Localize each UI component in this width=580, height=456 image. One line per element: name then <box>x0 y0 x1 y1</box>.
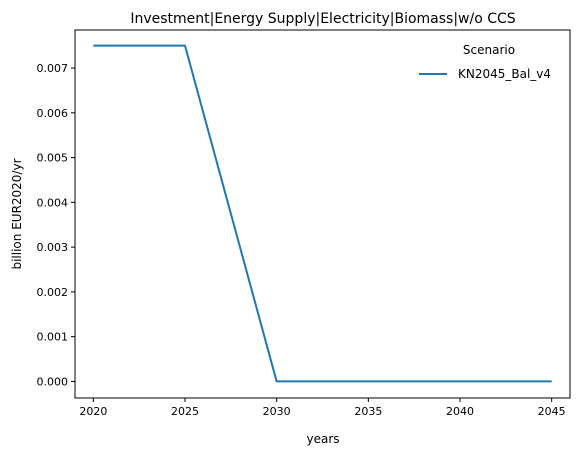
series-layer <box>93 44 552 383</box>
chart-title: Investment|Energy Supply|Electricity|Bio… <box>130 11 515 27</box>
x-tick-label: 2045 <box>538 405 566 418</box>
y-axis-label: billion EUR2020/yr <box>10 158 24 269</box>
y-tick-label: 0.003 <box>37 241 69 254</box>
x-tick-label: 2020 <box>79 405 107 418</box>
x-axis-label: years <box>306 432 339 446</box>
y-tick-label: 0.006 <box>37 107 69 120</box>
y-tick-label: 0.000 <box>37 375 69 388</box>
plot-frame <box>74 29 571 399</box>
y-tick-label: 0.001 <box>37 331 69 344</box>
x-tick-label: 2030 <box>263 405 291 418</box>
y-tick-label: 0.005 <box>37 152 69 165</box>
x-tick-label: 2040 <box>446 405 474 418</box>
y-tick-label: 0.007 <box>37 62 69 75</box>
legend-entry-label: KN2045_Bal_v4 <box>458 67 551 81</box>
legend: Scenario KN2045_Bal_v4 <box>419 43 551 81</box>
x-axis: 2020 2025 2030 2035 2040 2045 <box>79 398 566 418</box>
x-tick-label: 2035 <box>354 405 382 418</box>
y-axis: 0.000 0.001 0.002 0.003 0.004 0.005 0.006 0.007 <box>37 62 75 388</box>
series-line <box>93 44 552 383</box>
x-tick-label: 2025 <box>171 405 199 418</box>
y-tick-label: 0.002 <box>37 286 69 299</box>
plot-area <box>74 29 571 399</box>
y-tick-label: 0.004 <box>37 196 69 209</box>
legend-title: Scenario <box>463 43 515 57</box>
